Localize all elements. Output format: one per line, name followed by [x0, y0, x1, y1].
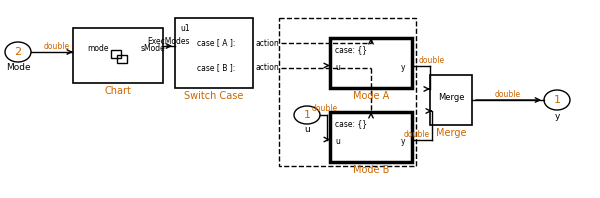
Text: ExecModes: ExecModes: [148, 36, 190, 46]
Bar: [330, 38, 412, 88]
Bar: [111, 50, 121, 58]
Text: Merge: Merge: [436, 128, 466, 138]
Text: Merge: Merge: [438, 93, 464, 102]
Text: 1: 1: [553, 95, 560, 105]
Text: 2: 2: [14, 47, 22, 57]
Text: Mode A: Mode A: [353, 91, 389, 101]
Text: case [ A ]:: case [ A ]:: [197, 38, 235, 48]
Text: action: action: [256, 64, 280, 72]
Bar: [175, 18, 253, 88]
Text: y: y: [401, 64, 405, 72]
Bar: [430, 75, 472, 125]
Text: u: u: [304, 126, 310, 134]
Text: 1: 1: [304, 110, 311, 120]
Text: Chart: Chart: [104, 86, 131, 96]
Bar: [279, 18, 416, 166]
Text: action: action: [256, 38, 280, 48]
Bar: [117, 55, 127, 63]
Text: u1: u1: [180, 24, 190, 32]
Text: sMode: sMode: [141, 44, 166, 52]
Text: mode: mode: [87, 44, 109, 52]
Text: case: {}: case: {}: [335, 120, 367, 129]
Text: case: {}: case: {}: [335, 46, 367, 54]
Text: double: double: [44, 42, 70, 50]
Text: u: u: [335, 64, 340, 72]
Text: case [ B ]:: case [ B ]:: [197, 64, 235, 72]
Text: u: u: [335, 137, 340, 147]
Text: double: double: [419, 56, 445, 65]
Text: double: double: [312, 104, 338, 112]
Text: Mode: Mode: [5, 64, 31, 72]
Text: double: double: [404, 130, 430, 139]
Text: Switch Case: Switch Case: [184, 91, 244, 101]
Bar: [73, 28, 163, 83]
Text: Mode B: Mode B: [353, 165, 389, 175]
Text: double: double: [495, 89, 521, 98]
Bar: [330, 112, 412, 162]
Text: y: y: [401, 137, 405, 147]
Text: y: y: [554, 111, 560, 121]
